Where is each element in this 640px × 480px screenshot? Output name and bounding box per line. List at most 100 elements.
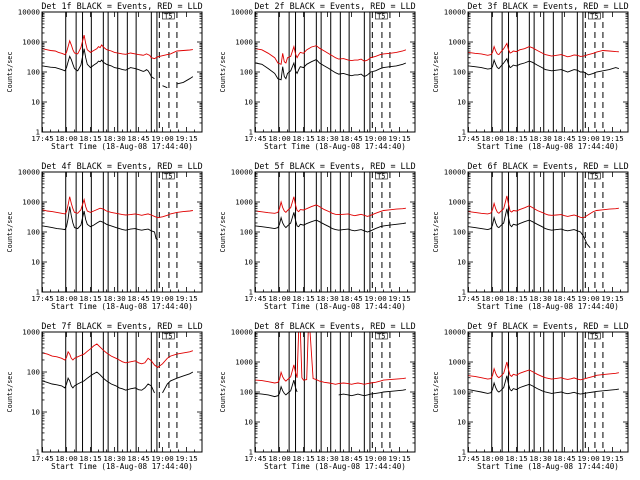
x-tick-label: 17:45 [244, 294, 266, 303]
y-tick-label: 1000 [448, 198, 466, 207]
chart-panel-6: Det 6f BLACK = Events, RED = LLD 1 10 100 10… [432, 161, 629, 311]
y-tick-label: 1000 [235, 198, 253, 207]
x-tick-label: 18:00 [55, 134, 77, 143]
series-lld-line [255, 332, 406, 385]
series-lld-line [255, 196, 406, 217]
legend-label: T5 [377, 333, 385, 341]
x-tick-label: 18:30 [316, 134, 338, 143]
legend-box [162, 12, 175, 20]
chart-title: Det 8f BLACK = Events, RED = LLD [254, 321, 415, 331]
y-tick-label: 1000 [22, 38, 40, 47]
x-tick-label: 19:00 [364, 454, 386, 463]
x-tick-label: 18:15 [505, 134, 527, 143]
x-axis-label: Start Time (18-Aug-08 17:44:40) [264, 462, 406, 471]
y-tick-label: 1 [249, 128, 253, 137]
series-events-line [468, 57, 620, 76]
chart-panel-9: Det 9f BLACK = Events, RED = LLD 1 10 100 10… [432, 321, 629, 471]
chart-panel-1: Det 1f BLACK = Events, RED = LLD 1 10 100 10… [6, 1, 203, 151]
y-axis-label: Counts/sec [6, 52, 14, 93]
y-tick-label: 10 [31, 258, 40, 267]
x-tick-label: 18:45 [553, 134, 575, 143]
legend-label: T5 [377, 173, 385, 181]
y-axis-label: Counts/sec [432, 212, 440, 253]
series-events-line [255, 59, 407, 81]
x-tick-label: 18:00 [481, 294, 503, 303]
x-tick-label: 19:15 [388, 454, 410, 463]
y-tick-label: 100 [240, 388, 253, 397]
x-tick-label: 19:15 [388, 134, 410, 143]
y-tick-label: 1000 [448, 38, 466, 47]
x-tick-label: 18:00 [481, 134, 503, 143]
x-tick-label: 17:45 [457, 134, 479, 143]
y-tick-label: 10000 [444, 328, 466, 337]
x-tick-label: 17:45 [31, 454, 53, 463]
series-lld-line [468, 42, 619, 58]
plot-area [468, 332, 619, 452]
x-tick-label: 18:00 [55, 294, 77, 303]
y-axis-label: Counts/sec [219, 212, 227, 253]
y-tick-label: 10000 [231, 328, 253, 337]
x-tick-label: 17:45 [31, 294, 53, 303]
x-tick-label: 18:15 [292, 294, 314, 303]
y-axis-label: Counts/sec [432, 52, 440, 93]
y-tick-label: 10 [457, 418, 466, 427]
x-tick-label: 19:00 [364, 134, 386, 143]
plot-area [468, 172, 619, 292]
y-tick-label: 10000 [444, 8, 466, 17]
x-axis-label: Start Time (18-Aug-08 17:44:40) [477, 142, 619, 151]
plot-area [42, 332, 194, 452]
series-lld-line [42, 343, 194, 368]
x-tick-label: 17:45 [457, 454, 479, 463]
x-tick-label: 18:15 [79, 134, 101, 143]
series-lld-line [255, 44, 407, 65]
x-tick-label: 18:15 [292, 134, 314, 143]
chart-title: Det 9f BLACK = Events, RED = LLD [467, 321, 628, 331]
series-events-line [42, 48, 194, 89]
y-tick-label: 10 [244, 258, 253, 267]
chart-title: Det 1f BLACK = Events, RED = LLD [41, 1, 202, 11]
y-tick-label: 10 [457, 98, 466, 107]
legend-label: T5 [590, 333, 598, 341]
plot-area [255, 172, 406, 292]
chart-title: Det 4f BLACK = Events, RED = LLD [41, 161, 202, 171]
x-tick-label: 18:15 [505, 294, 527, 303]
chart-title: Det 3f BLACK = Events, RED = LLD [467, 1, 628, 11]
chart-panel-2: Det 2f BLACK = Events, RED = LLD 1 10 100 10… [219, 1, 416, 151]
plot-area [255, 12, 407, 132]
chart-panel-7: Det 7f BLACK = Events, RED = LLD 1 10 100 10… [6, 321, 203, 471]
legend-box [375, 332, 388, 340]
y-tick-label: 10 [31, 98, 40, 107]
x-tick-label: 18:15 [292, 454, 314, 463]
legend-label: T5 [590, 173, 598, 181]
y-tick-label: 1000 [22, 328, 40, 337]
y-tick-label: 1000 [235, 38, 253, 47]
x-tick-label: 18:45 [553, 294, 575, 303]
plot-area [42, 12, 194, 132]
x-tick-label: 18:30 [103, 454, 125, 463]
x-tick-label: 19:00 [577, 134, 599, 143]
y-tick-label: 100 [27, 228, 40, 237]
y-tick-label: 100 [453, 68, 466, 77]
x-tick-label: 18:00 [481, 454, 503, 463]
y-tick-label: 100 [453, 388, 466, 397]
x-tick-label: 19:00 [577, 294, 599, 303]
legend-box [588, 332, 601, 340]
y-tick-label: 10 [244, 98, 253, 107]
x-tick-label: 19:15 [601, 294, 623, 303]
x-tick-label: 19:15 [601, 134, 623, 143]
x-axis-label: Start Time (18-Aug-08 17:44:40) [477, 462, 619, 471]
legend-box [162, 332, 175, 340]
x-tick-label: 18:15 [79, 294, 101, 303]
plot-frame [41, 331, 203, 453]
y-tick-label: 10 [244, 418, 253, 427]
x-tick-label: 18:15 [79, 454, 101, 463]
x-tick-label: 18:45 [127, 134, 149, 143]
x-tick-label: 18:00 [268, 454, 290, 463]
legend-box [588, 12, 601, 20]
x-tick-label: 18:45 [553, 454, 575, 463]
chart-title: Det 6f BLACK = Events, RED = LLD [467, 161, 628, 171]
legend-label: T5 [164, 13, 172, 21]
chart-panel-5: Det 5f BLACK = Events, RED = LLD 1 10 100 10… [219, 161, 416, 311]
y-tick-label: 1 [249, 448, 253, 457]
series-events-line [42, 371, 194, 394]
